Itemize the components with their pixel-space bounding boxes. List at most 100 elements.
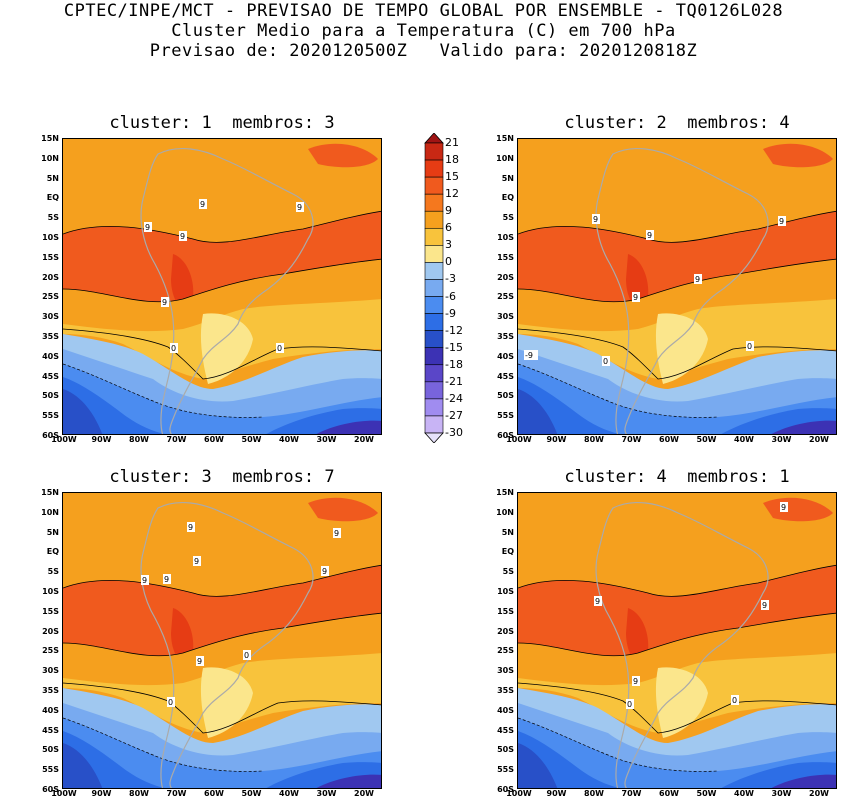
svg-text:0: 0 xyxy=(747,342,752,351)
contour-label: 9 xyxy=(296,202,304,212)
lon-tick-label: 40W xyxy=(279,789,299,798)
colorbar-swatch xyxy=(424,364,444,383)
lon-tick-label: 100W xyxy=(506,435,532,444)
contour-label: 9 xyxy=(199,199,207,209)
colorbar-swatch xyxy=(424,279,444,297)
colorbar-label: 21 xyxy=(445,136,459,149)
colorbar-label: -18 xyxy=(445,357,463,371)
lon-tick-label: 40W xyxy=(279,435,299,444)
svg-text:0: 0 xyxy=(627,700,632,709)
lon-tick-label: 100W xyxy=(51,789,77,798)
lon-tick-label: 90W xyxy=(91,435,112,444)
contour-label: 9 xyxy=(321,566,329,576)
lat-tick-label: 40S xyxy=(42,351,59,361)
lat-tick-label: 40S xyxy=(497,705,514,715)
svg-text:9: 9 xyxy=(197,657,202,666)
lat-tick-label: 5N xyxy=(501,527,514,537)
south-america-coastline xyxy=(140,502,314,788)
colorbar-label: -3 xyxy=(445,272,456,286)
lat-tick-label: 60S xyxy=(497,431,514,440)
lon-tick-label: 20W xyxy=(354,435,374,444)
lon-tick-label: 90W xyxy=(546,435,567,444)
lat-tick-label: 50S xyxy=(42,745,59,755)
lon-tick-label: 30W xyxy=(771,435,792,444)
colorbar-swatch xyxy=(424,262,444,280)
svg-text:-9: -9 xyxy=(525,351,533,360)
lat-tick-label: 25S xyxy=(42,646,59,656)
colorbar-swatch xyxy=(424,210,444,229)
lat-tick-label: 30S xyxy=(497,312,514,322)
colorbar-label: 18 xyxy=(445,153,459,167)
lon-tick-label: 40W xyxy=(734,435,754,444)
contour-label: 9 xyxy=(694,274,702,284)
lat-tick-label: 45S xyxy=(42,725,59,735)
colorbar-label: -9 xyxy=(445,306,456,320)
map-panel-2: 9 9 9 9 9 0 0 -9 xyxy=(517,138,837,435)
lat-tick-label: 25S xyxy=(497,292,514,302)
lat-tick-label: 10N xyxy=(41,507,59,517)
lat-tick-label: 45S xyxy=(42,371,59,381)
lon-tick-label: 30W xyxy=(316,435,337,444)
contour-label: 9 xyxy=(594,596,602,606)
contour-label: 0 xyxy=(167,697,175,707)
lon-tick-label: 90W xyxy=(91,789,112,798)
lat-tick-label: 15S xyxy=(497,606,514,616)
colorbar-swatch xyxy=(424,347,444,366)
svg-text:9: 9 xyxy=(145,223,150,232)
colorbar xyxy=(424,133,444,443)
svg-text:9: 9 xyxy=(180,232,185,241)
svg-text:0: 0 xyxy=(168,698,173,707)
lon-tick-label: 90W xyxy=(546,789,567,798)
svg-text:9: 9 xyxy=(633,677,638,686)
lon-tick-label: 50W xyxy=(241,789,262,798)
south-america-coastline xyxy=(595,148,769,434)
contour-label: 0 xyxy=(731,695,739,705)
lat-tick-label: 25S xyxy=(42,292,59,302)
contour-label: 9 xyxy=(193,556,201,566)
colorbar-swatch xyxy=(424,193,444,212)
colorbar-swatch xyxy=(424,296,444,314)
contour-label: 0 xyxy=(243,650,251,660)
panel-1-title: cluster: 1 membros: 3 xyxy=(109,113,335,133)
map-panel-4: 9 9 9 9 0 0 xyxy=(517,492,837,789)
svg-text:0: 0 xyxy=(732,696,737,705)
lat-tick-label: 15S xyxy=(497,252,514,262)
colorbar-label: -27 xyxy=(445,408,463,422)
lat-tick-label: 5N xyxy=(46,527,59,537)
lat-tick-label: 45S xyxy=(497,725,514,735)
svg-text:9: 9 xyxy=(200,200,205,209)
colorbar-label: -15 xyxy=(445,340,463,354)
contour-label: 9 xyxy=(161,297,169,307)
contour-label: 9 xyxy=(163,574,171,584)
lat-tick-label: 40S xyxy=(497,351,514,361)
lat-tick-label: 10S xyxy=(42,587,59,596)
lat-tick-label: 60S xyxy=(42,431,59,440)
lon-tick-label: 50W xyxy=(241,435,262,444)
contour-label: 9 xyxy=(179,231,187,241)
lat-tick-label: 20S xyxy=(497,272,514,282)
contour-label: 0 xyxy=(276,343,284,353)
svg-text:9: 9 xyxy=(194,557,199,566)
lat-tick-label: 50S xyxy=(497,391,514,401)
lon-tick-label: 60W xyxy=(204,789,224,798)
svg-text:0: 0 xyxy=(277,344,282,353)
south-america-coastline xyxy=(140,148,314,434)
colorbar-swatch xyxy=(424,381,444,400)
contour-label: 9 xyxy=(778,216,786,226)
colorbar-label: -24 xyxy=(445,391,463,405)
svg-text:9: 9 xyxy=(647,231,652,240)
lat-tick-label: 5S xyxy=(47,567,59,577)
lon-tick-label: 80W xyxy=(129,435,149,444)
svg-text:9: 9 xyxy=(297,203,302,212)
contour-label: 9 xyxy=(144,222,152,232)
colorbar-label: 6 xyxy=(445,221,452,235)
svg-text:9: 9 xyxy=(595,597,600,606)
contour-label: 9 xyxy=(761,600,769,610)
lon-tick-label: 20W xyxy=(354,789,374,798)
lon-tick-label: 60W xyxy=(659,435,679,444)
map-panel-3: 9 9 9 9 9 9 9 0 0 xyxy=(62,492,382,789)
lat-tick-label: 55S xyxy=(497,411,514,421)
lat-tick-label: 10N xyxy=(496,153,514,163)
svg-text:9: 9 xyxy=(162,298,167,307)
panel-3-title: cluster: 3 membros: 7 xyxy=(109,467,335,487)
